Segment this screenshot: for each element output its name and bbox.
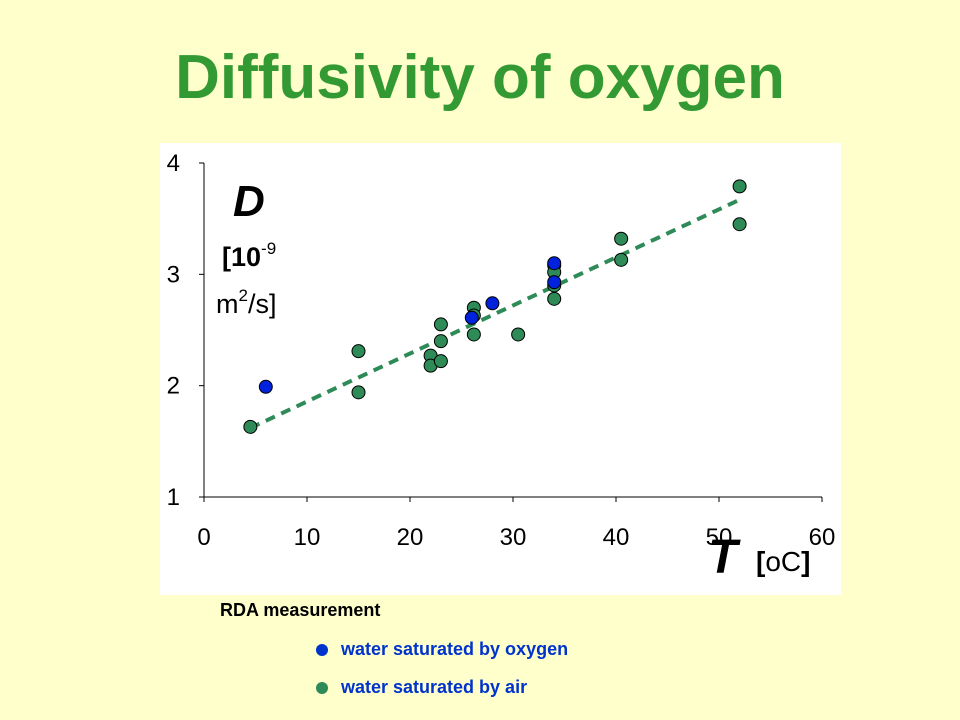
data-point-air: [614, 252, 629, 267]
y-unit-prefix: [10: [222, 242, 261, 272]
legend-label-air: water saturated by air: [341, 677, 528, 697]
data-point-air: [511, 327, 526, 342]
legend-dot-air: [316, 681, 328, 694]
data-point-oxygen: [464, 310, 479, 325]
data-point-air: [351, 344, 366, 359]
y-tick-label: 4: [167, 150, 180, 177]
data-point-air: [466, 327, 481, 342]
y-tick-label: 2: [167, 373, 180, 400]
data-point-air: [351, 385, 366, 400]
data-point-air: [732, 179, 747, 194]
x-tick-label: 30: [500, 524, 527, 551]
y-tick-label: 3: [167, 261, 180, 288]
x-unit-text: oC: [765, 546, 801, 577]
data-point-air: [433, 354, 448, 369]
legend-item-air: water saturated by air: [316, 677, 527, 698]
y-unit-exponent: -9: [261, 239, 276, 258]
data-point-air: [547, 291, 562, 306]
y-unit-per-s: /s]: [248, 289, 277, 319]
y-axis-unit-line1: [10-9: [222, 239, 276, 272]
y-unit-m-exponent: 2: [239, 286, 248, 305]
data-point-air: [243, 419, 258, 434]
data-point-oxygen: [485, 296, 500, 311]
y-unit-m: m: [216, 289, 239, 319]
trendline: [249, 197, 741, 430]
x-tick-label: 20: [397, 524, 424, 551]
axes: [199, 162, 823, 502]
legend-label-oxygen: water saturated by oxygen: [341, 639, 569, 659]
y-axis-title: D: [233, 177, 265, 226]
data-point-oxygen: [258, 379, 273, 394]
data-point-oxygen: [547, 275, 562, 290]
y-axis-unit-line2: m2/s]: [216, 286, 276, 319]
x-tick-label: 0: [197, 524, 210, 551]
data-point-air: [614, 231, 629, 246]
x-tick-label: 40: [603, 524, 630, 551]
x-axis-title: T: [708, 531, 741, 584]
x-unit-open: [: [756, 546, 765, 577]
chart-panel: 0 10 20 30 40 50 60 1 2 3 4 D [10-9 m2/s] T [oC]: [160, 143, 841, 595]
legend-title: RDA measurement: [220, 600, 381, 620]
legend-item-oxygen: water saturated by oxygen: [316, 639, 568, 660]
x-tick-label: 10: [294, 524, 321, 551]
legend-dot-oxygen: [316, 643, 328, 656]
data-points: [243, 179, 747, 434]
slide-title: Diffusivity of oxygen: [175, 43, 785, 112]
x-tick-label: 60: [809, 524, 836, 551]
y-tick-label: 1: [167, 484, 180, 511]
trendline-line: [249, 197, 741, 430]
data-point-oxygen: [547, 256, 562, 271]
data-point-air: [732, 217, 747, 232]
x-axis-unit: [oC]: [756, 546, 810, 577]
data-point-air: [433, 317, 448, 332]
x-tick-label: 50: [706, 524, 733, 551]
x-unit-close: ]: [801, 546, 810, 577]
tick-labels: 0 10 20 30 40 50 60 1 2 3 4: [167, 150, 836, 551]
data-point-air: [433, 334, 448, 349]
